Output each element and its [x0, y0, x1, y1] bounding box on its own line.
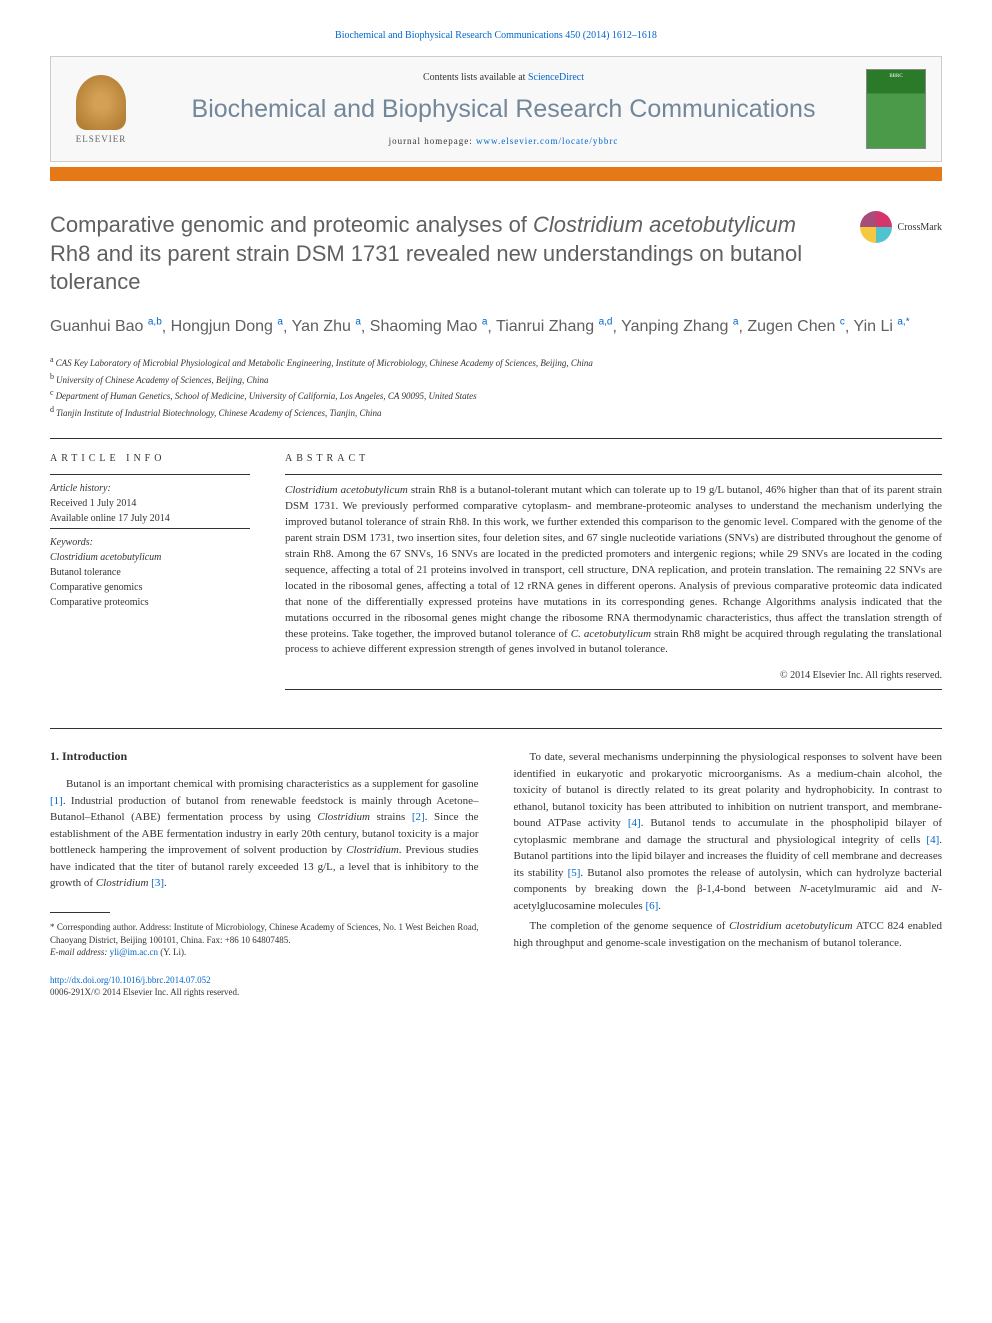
title-em: Clostridium acetobutylicum	[533, 212, 796, 237]
author-affiliation-sup: a,b	[148, 317, 162, 328]
article-info-heading: article info	[50, 453, 250, 464]
author-affiliation-sup: a,d	[599, 317, 613, 328]
homepage-line: journal homepage: www.elsevier.com/locat…	[156, 136, 851, 146]
intro-paragraph-3: The completion of the genome sequence of…	[514, 918, 943, 951]
author: Zugen Chen c	[747, 318, 845, 335]
journal-name: Biochemical and Biophysical Research Com…	[156, 95, 851, 124]
reference-link[interactable]: [4]	[926, 834, 939, 846]
author: Guanhui Bao a,b	[50, 318, 162, 335]
keyword: Butanol tolerance	[50, 565, 250, 580]
body-column-left: 1. Introduction Butanol is an important …	[50, 749, 479, 998]
reference-link[interactable]: [5]	[568, 867, 581, 879]
cover-text: BBRC	[871, 74, 921, 79]
body-columns: 1. Introduction Butanol is an important …	[50, 749, 942, 998]
title-pre: Comparative genomic and proteomic analys…	[50, 212, 533, 237]
page-footer: http://dx.doi.org/10.1016/j.bbrc.2014.07…	[50, 974, 479, 999]
affiliation: a CAS Key Laboratory of Microbial Physio…	[50, 354, 942, 371]
authors-list: Guanhui Bao a,b, Hongjun Dong a, Yan Zhu…	[50, 315, 942, 339]
email-label: E-mail address:	[50, 947, 107, 957]
intro-paragraph-2: To date, several mechanisms underpinning…	[514, 749, 943, 914]
full-divider	[50, 728, 942, 729]
doi-link[interactable]: http://dx.doi.org/10.1016/j.bbrc.2014.07…	[50, 975, 211, 985]
corresponding-star: *	[906, 317, 910, 328]
author: Yin Li a,*	[853, 318, 909, 335]
author: Yan Zhu a	[292, 318, 361, 335]
info-hr	[50, 474, 250, 475]
orange-divider-bar	[50, 167, 942, 181]
author: Tianrui Zhang a,d	[496, 318, 612, 335]
email-footnote: E-mail address: yli@im.ac.cn (Y. Li).	[50, 946, 479, 959]
crossmark-label: CrossMark	[898, 222, 942, 233]
sciencedirect-link[interactable]: ScienceDirect	[528, 72, 584, 83]
received-date: Received 1 July 2014	[50, 496, 250, 511]
homepage-prefix: journal homepage:	[389, 136, 476, 146]
author-affiliation-sup: a	[277, 317, 283, 328]
author: Hongjun Dong a	[171, 318, 283, 335]
elsevier-tree-icon	[76, 75, 126, 130]
article-info-column: article info Article history: Received 1…	[50, 453, 250, 698]
abstract-column: abstract Clostridium acetobutylicum stra…	[285, 453, 942, 698]
affiliation: d Tianjin Institute of Industrial Biotec…	[50, 404, 942, 421]
divider	[50, 438, 942, 439]
keyword: Clostridium acetobutylicum	[50, 550, 250, 565]
reference-link[interactable]: [2]	[412, 811, 425, 823]
affiliation: c Department of Human Genetics, School o…	[50, 387, 942, 404]
intro-paragraph-1: Butanol is an important chemical with pr…	[50, 776, 479, 892]
crossmark-icon	[860, 211, 892, 243]
history-label: Article history:	[50, 483, 250, 494]
journal-reference: Biochemical and Biophysical Research Com…	[50, 30, 942, 41]
info-abstract-row: article info Article history: Received 1…	[50, 453, 942, 698]
journal-cover-thumbnail[interactable]: BBRC	[866, 69, 926, 149]
online-date: Available online 17 July 2014	[50, 511, 250, 526]
author-affiliation-sup: a	[733, 317, 739, 328]
keywords-label: Keywords:	[50, 537, 250, 548]
journal-header: ELSEVIER Contents lists available at Sci…	[50, 56, 942, 162]
elsevier-label: ELSEVIER	[76, 134, 127, 144]
contents-prefix: Contents lists available at	[423, 72, 528, 83]
keywords-container: Clostridium acetobutylicumButanol tolera…	[50, 550, 250, 610]
author: Yanping Zhang a	[621, 318, 738, 335]
reference-link[interactable]: [4]	[628, 817, 641, 829]
article-title: Comparative genomic and proteomic analys…	[50, 211, 840, 297]
author-affiliation-sup: a,	[897, 317, 905, 328]
info-hr	[50, 528, 250, 529]
author-affiliation-sup: c	[840, 317, 845, 328]
author-affiliation-sup: a	[355, 317, 361, 328]
title-row: Comparative genomic and proteomic analys…	[50, 211, 942, 315]
reference-link[interactable]: [3]	[151, 877, 164, 889]
section-1-heading: 1. Introduction	[50, 749, 479, 764]
body-column-right: To date, several mechanisms underpinning…	[514, 749, 943, 998]
abstract-copyright: © 2014 Elsevier Inc. All rights reserved…	[285, 670, 942, 681]
author-affiliation-sup: a	[482, 317, 488, 328]
email-name: (Y. Li).	[160, 947, 186, 957]
email-link[interactable]: yli@im.ac.cn	[110, 947, 158, 957]
abstract-text: Clostridium acetobutylicum strain Rh8 is…	[285, 483, 942, 658]
title-post: Rh8 and its parent strain DSM 1731 revea…	[50, 241, 802, 295]
elsevier-logo[interactable]: ELSEVIER	[66, 69, 136, 149]
keyword: Comparative genomics	[50, 580, 250, 595]
corresponding-author-footnote: * Corresponding author. Address: Institu…	[50, 921, 479, 946]
crossmark-badge[interactable]: CrossMark	[860, 211, 942, 243]
info-hr	[285, 474, 942, 475]
contents-line: Contents lists available at ScienceDirec…	[156, 72, 851, 83]
affiliations-list: a CAS Key Laboratory of Microbial Physio…	[50, 354, 942, 420]
homepage-link[interactable]: www.elsevier.com/locate/ybbrc	[476, 136, 618, 146]
header-center: Contents lists available at ScienceDirec…	[156, 72, 851, 146]
issn-copyright: 0006-291X/© 2014 Elsevier Inc. All right…	[50, 987, 239, 997]
affiliation: b University of Chinese Academy of Scien…	[50, 371, 942, 388]
reference-link[interactable]: [6]	[645, 900, 658, 912]
footnote-divider	[50, 912, 110, 913]
reference-link[interactable]: [1]	[50, 795, 63, 807]
info-hr	[285, 689, 942, 690]
keyword: Comparative proteomics	[50, 595, 250, 610]
author: Shaoming Mao a	[370, 318, 488, 335]
abstract-heading: abstract	[285, 453, 942, 464]
